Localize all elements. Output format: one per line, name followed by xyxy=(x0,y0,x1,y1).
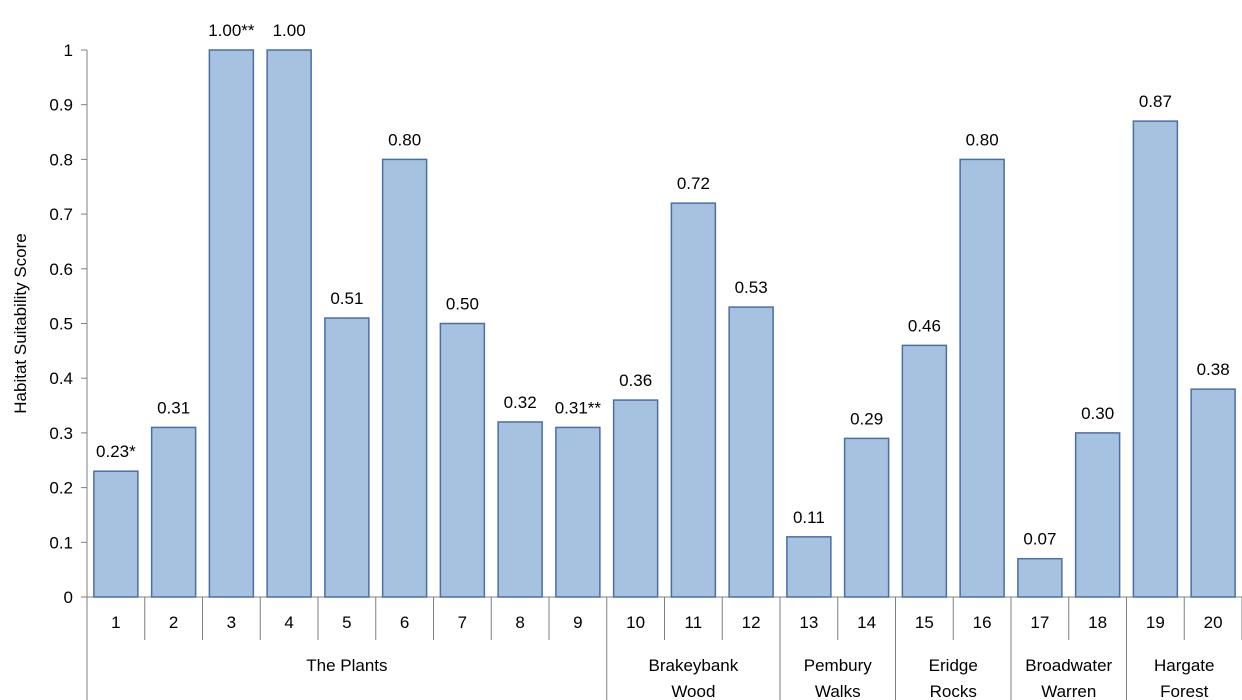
x-tick-label: 20 xyxy=(1204,613,1223,632)
x-tick-label: 2 xyxy=(169,613,178,632)
data-label: 0.87 xyxy=(1139,92,1172,111)
data-label: 0.80 xyxy=(388,130,421,149)
x-tick-label: 11 xyxy=(685,613,703,632)
x-tick-label: 10 xyxy=(626,613,645,632)
bar xyxy=(266,49,312,598)
y-tick-label: 0.4 xyxy=(49,369,73,388)
x-tick-label: 19 xyxy=(1146,613,1165,632)
x-tick-label: 14 xyxy=(857,613,876,632)
x-tick-label: 16 xyxy=(973,613,992,632)
data-label: 0.51 xyxy=(330,289,363,308)
bar xyxy=(1074,432,1121,598)
y-tick-label: 0 xyxy=(64,588,73,607)
group-label: Hargate xyxy=(1154,656,1214,675)
bar xyxy=(1190,388,1236,598)
group-label: Rocks xyxy=(930,682,977,700)
data-label: 0.23* xyxy=(96,442,136,461)
x-tick-label: 5 xyxy=(342,613,351,632)
data-label: 0.31** xyxy=(555,398,602,417)
group-label: Walks xyxy=(815,682,861,700)
bar xyxy=(843,437,890,598)
data-label: 0.50 xyxy=(446,295,479,314)
group-label: Broadwater xyxy=(1025,656,1112,675)
bar xyxy=(612,399,659,598)
data-label: 0.29 xyxy=(850,409,883,428)
x-tick-label: 17 xyxy=(1030,613,1049,632)
group-label: Brakeybank xyxy=(648,656,738,675)
bar xyxy=(439,322,486,598)
x-tick-label: 13 xyxy=(799,613,818,632)
data-label: 0.46 xyxy=(908,316,941,335)
bar xyxy=(208,49,255,598)
data-label: 0.11 xyxy=(793,508,825,527)
data-label: 0.53 xyxy=(735,278,768,297)
y-tick-label: 0.5 xyxy=(49,315,73,334)
bar xyxy=(324,317,370,598)
data-label: 0.31 xyxy=(157,398,190,417)
bar xyxy=(786,536,832,598)
group-label: Warren xyxy=(1041,682,1096,700)
bar xyxy=(555,426,601,598)
y-tick-label: 0.8 xyxy=(49,150,73,169)
group-label: Forest xyxy=(1160,682,1208,700)
data-label: 1.00 xyxy=(273,21,306,40)
bar xyxy=(93,470,139,598)
x-tick-label: 7 xyxy=(458,613,467,632)
data-label: 0.32 xyxy=(504,393,537,412)
bar xyxy=(901,344,948,598)
bar xyxy=(959,158,1005,598)
x-tick-label: 1 xyxy=(111,613,120,632)
y-tick-label: 0.9 xyxy=(49,96,73,115)
bar xyxy=(381,158,428,598)
group-label: Eridge xyxy=(929,656,978,675)
y-tick-label: 0.6 xyxy=(49,260,73,279)
bar xyxy=(1017,557,1063,598)
group-label: Pembury xyxy=(804,656,873,675)
x-tick-label: 18 xyxy=(1088,613,1107,632)
y-tick-label: 1 xyxy=(64,41,73,60)
x-tick-label: 9 xyxy=(573,613,582,632)
y-axis-label: Habitat Suitability Score xyxy=(11,233,30,413)
x-tick-label: 4 xyxy=(284,613,293,632)
x-tick-label: 12 xyxy=(742,613,761,632)
bar xyxy=(670,202,717,598)
x-tick-label: 8 xyxy=(515,613,524,632)
bar xyxy=(728,306,774,598)
bar xyxy=(150,426,197,598)
y-tick-label: 0.3 xyxy=(49,424,73,443)
x-tick-label: 6 xyxy=(400,613,409,632)
bar xyxy=(497,421,543,598)
group-label: Wood xyxy=(671,682,715,700)
group-label: The Plants xyxy=(306,656,387,675)
data-label: 0.38 xyxy=(1197,360,1230,379)
data-label: 0.07 xyxy=(1023,530,1056,549)
x-tick-label: 3 xyxy=(227,613,236,632)
data-label: 0.72 xyxy=(677,174,710,193)
x-tick-label: 15 xyxy=(915,613,934,632)
bar xyxy=(1132,120,1179,598)
y-tick-label: 0.1 xyxy=(49,533,73,552)
data-label: 0.36 xyxy=(619,371,652,390)
data-label: 0.30 xyxy=(1081,404,1114,423)
data-label: 0.80 xyxy=(966,130,999,149)
y-tick-label: 0.7 xyxy=(49,205,73,224)
data-label: 1.00** xyxy=(208,21,255,40)
y-tick-label: 0.2 xyxy=(49,479,73,498)
